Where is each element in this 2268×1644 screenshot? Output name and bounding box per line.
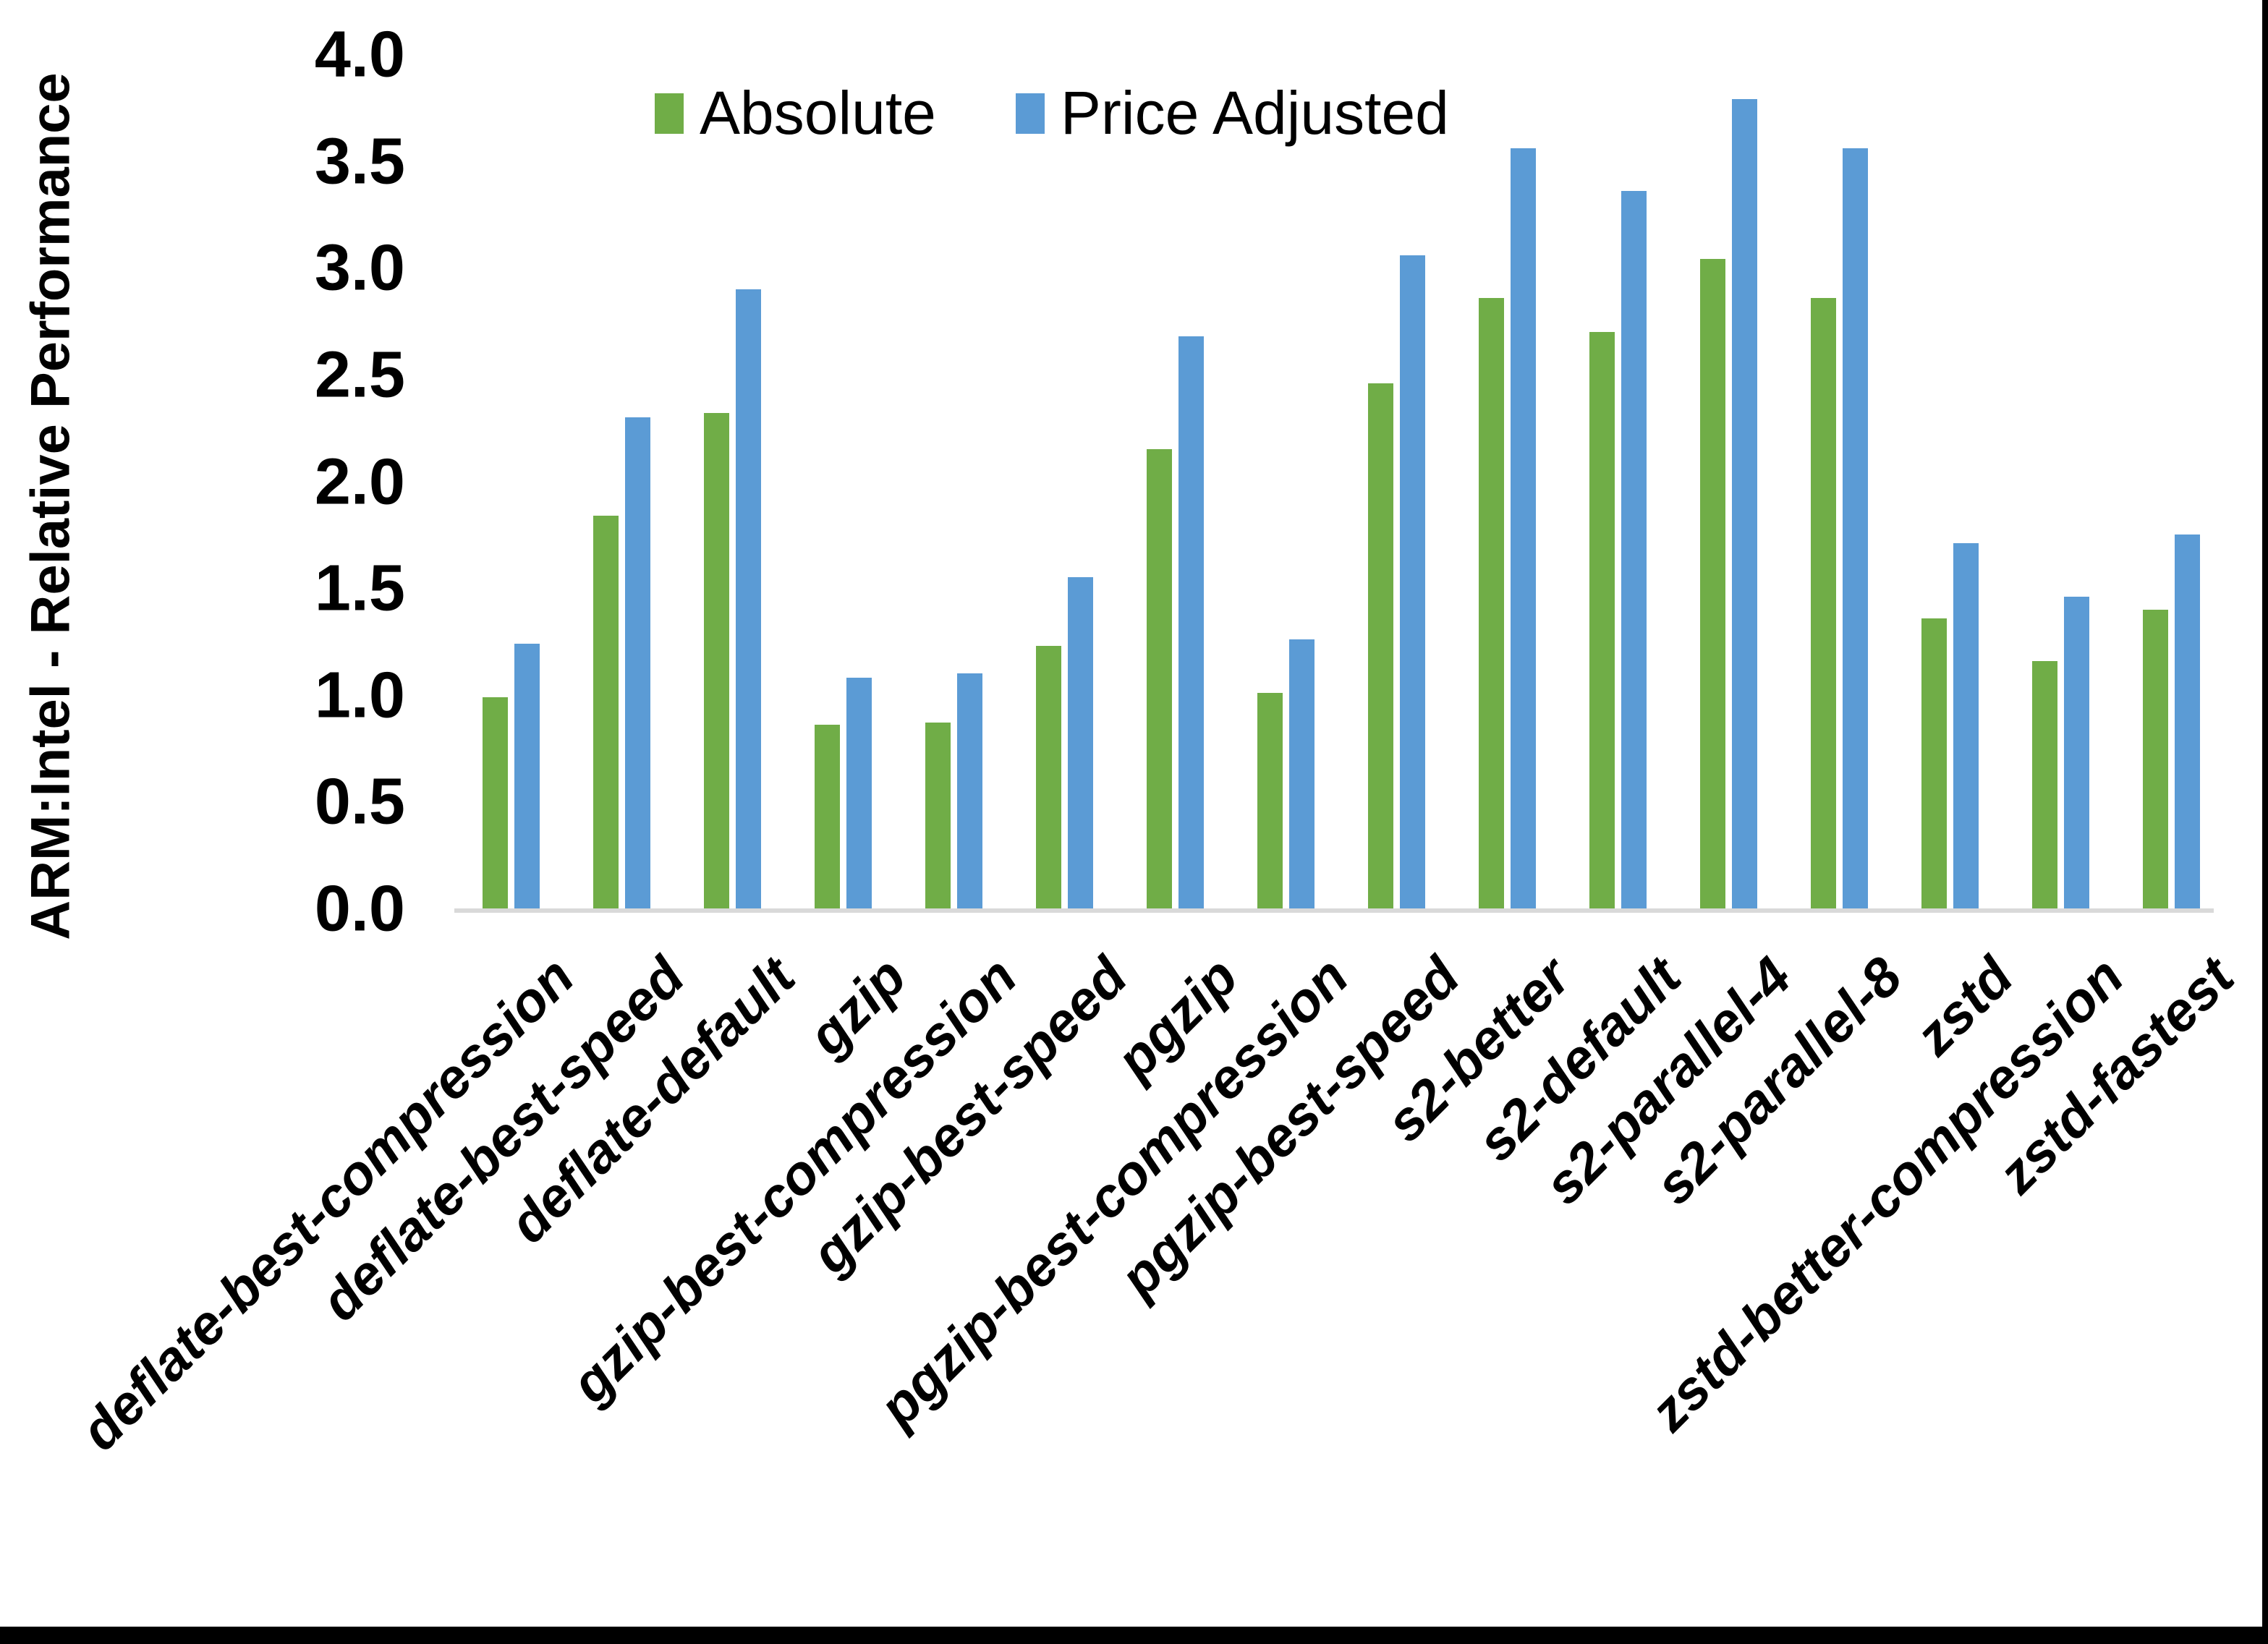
bar-price-adjusted-deflate-best-speed (625, 417, 650, 908)
bar-price-adjusted-pgzip (1178, 336, 1204, 908)
bar-price-adjusted-gzip-best-speed (1068, 577, 1093, 908)
bar-absolute-gzip-best-compression (925, 723, 951, 908)
y-axis-title: ARM:Intel - Relative Performance (20, 72, 82, 940)
bar-absolute-deflate-best-compression (483, 697, 508, 908)
y-tick-label: 3.5 (314, 125, 405, 198)
bar-absolute-s2-parallel-4 (1700, 259, 1725, 908)
bar-absolute-pgzip-best-speed (1368, 383, 1393, 908)
bar-absolute-s2-default (1589, 331, 1615, 908)
bar-absolute-gzip (815, 725, 840, 908)
bar-absolute-zstd (1921, 618, 1947, 908)
bar-price-adjusted-gzip (846, 678, 872, 908)
legend-swatch-absolute-icon (655, 93, 684, 134)
bar-price-adjusted-pgzip-best-compression (1289, 639, 1314, 908)
bar-price-adjusted-zstd (1953, 543, 1979, 908)
legend-item-absolute: Absolute (655, 78, 936, 148)
bar-price-adjusted-s2-better (1511, 148, 1536, 908)
y-tick-label: 1.0 (314, 659, 405, 732)
bar-price-adjusted-s2-default (1621, 191, 1647, 908)
y-tick-label: 0.0 (314, 872, 405, 945)
legend-item-label: Absolute (700, 79, 936, 147)
bar-absolute-gzip-best-speed (1036, 645, 1061, 908)
bar-absolute-s2-better (1479, 297, 1504, 908)
bar-absolute-pgzip (1147, 449, 1172, 908)
bar-price-adjusted-deflate-default (736, 289, 761, 908)
bar-price-adjusted-gzip-best-compression (957, 673, 982, 908)
bar-price-adjusted-zstd-fastest (2175, 534, 2200, 908)
legend-swatch-price-adjusted-icon (1015, 93, 1045, 134)
y-tick-label: 1.5 (314, 552, 405, 625)
bar-absolute-pgzip-best-compression (1257, 692, 1283, 908)
bar-price-adjusted-zstd-better-compression (2064, 596, 2089, 908)
y-tick-label: 3.0 (314, 231, 405, 304)
bar-absolute-zstd-better-compression (2032, 660, 2057, 908)
legend-item-price-adjusted: Price Adjusted (1015, 78, 1449, 148)
y-tick-label: 2.5 (314, 338, 405, 412)
legend: Absolute Price Adjusted (655, 78, 1449, 148)
bar-price-adjusted-s2-parallel-8 (1843, 148, 1868, 908)
bar-absolute-deflate-best-speed (593, 515, 619, 908)
x-axis-line (454, 908, 2214, 913)
y-tick-label: 4.0 (314, 18, 405, 91)
bar-price-adjusted-s2-parallel-4 (1732, 99, 1757, 908)
bar-absolute-s2-parallel-8 (1811, 297, 1836, 908)
page-border-bottom (0, 1627, 2268, 1644)
bar-price-adjusted-deflate-best-compression (514, 643, 540, 908)
y-tick-label: 2.0 (314, 445, 405, 518)
y-tick-label: 0.5 (314, 765, 405, 838)
bar-absolute-zstd-fastest (2143, 609, 2168, 908)
bar-price-adjusted-pgzip-best-speed (1400, 255, 1425, 908)
page-border-right (2262, 0, 2268, 1644)
bar-absolute-deflate-default (704, 413, 729, 908)
legend-item-label: Price Adjusted (1060, 79, 1449, 147)
